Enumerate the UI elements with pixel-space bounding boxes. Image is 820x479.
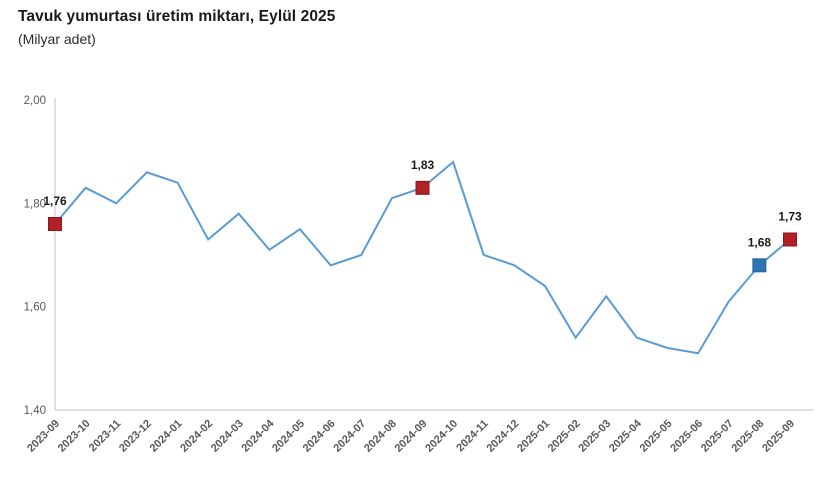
point-label-2024-09: 1,83 — [411, 158, 435, 172]
x-tick-label: 2025-03 — [576, 418, 613, 455]
x-tick-label: 2023-09 — [25, 418, 62, 455]
highlight-marker-2024-09 — [415, 180, 430, 195]
y-tick-label: 1,40 — [24, 405, 46, 417]
x-tick-label: 2024-08 — [362, 418, 399, 455]
x-tick-label: 2024-12 — [484, 418, 521, 455]
x-tick-label: 2025-09 — [760, 418, 797, 455]
highlight-marker-2025-09 — [783, 232, 797, 247]
x-tick-label: 2024-02 — [178, 418, 215, 455]
chart-title: Tavuk yumurtası üretim miktarı, Eylül 20… — [18, 8, 336, 25]
x-tick-label: 2025-02 — [546, 418, 583, 455]
highlight-marker-2023-09 — [48, 217, 62, 231]
x-tick-label: 2024-03 — [209, 418, 246, 455]
highlight-markers: 1,76 1,83 1,68 1,73 — [43, 158, 802, 273]
x-tick-label: 2023-12 — [117, 418, 154, 455]
x-tick-label: 2025-05 — [638, 418, 675, 455]
x-tick-label: 2024-01 — [148, 418, 185, 455]
x-tick-label: 2024-05 — [270, 418, 307, 455]
y-axis: 2,00 1,80 1,60 1,40 — [24, 95, 56, 417]
point-label-2023-09: 1,76 — [43, 194, 67, 208]
x-axis: 2023-092023-102023-112023-122024-012024-… — [25, 409, 814, 455]
x-tick-label: 2023-11 — [87, 418, 124, 455]
x-tick-label: 2024-07 — [331, 418, 368, 455]
x-tick-label: 2025-06 — [668, 418, 705, 455]
point-label-2025-09: 1,73 — [778, 210, 802, 224]
x-tick-label: 2024-09 — [393, 418, 430, 455]
highlight-marker-2025-08 — [752, 258, 767, 273]
x-tick-label: 2025-04 — [607, 417, 645, 455]
point-label-2025-08: 1,68 — [748, 235, 772, 249]
x-tick-label: 2025-01 — [515, 418, 552, 455]
y-tick-label: 2,00 — [24, 95, 46, 107]
x-tick-label: 2024-06 — [301, 418, 338, 455]
chart-subtitle: (Milyar adet) — [18, 31, 96, 47]
x-tick-label: 2024-04 — [239, 417, 277, 455]
x-tick-label: 2023-10 — [56, 418, 93, 455]
y-tick-label: 1,80 — [24, 198, 46, 210]
x-tick-label: 2024-11 — [454, 418, 491, 455]
x-tick-label: 2025-08 — [729, 418, 766, 455]
x-tick-label: 2024-10 — [423, 418, 460, 455]
y-tick-label: 1,60 — [24, 302, 46, 314]
x-tick-label: 2025-07 — [699, 418, 736, 455]
